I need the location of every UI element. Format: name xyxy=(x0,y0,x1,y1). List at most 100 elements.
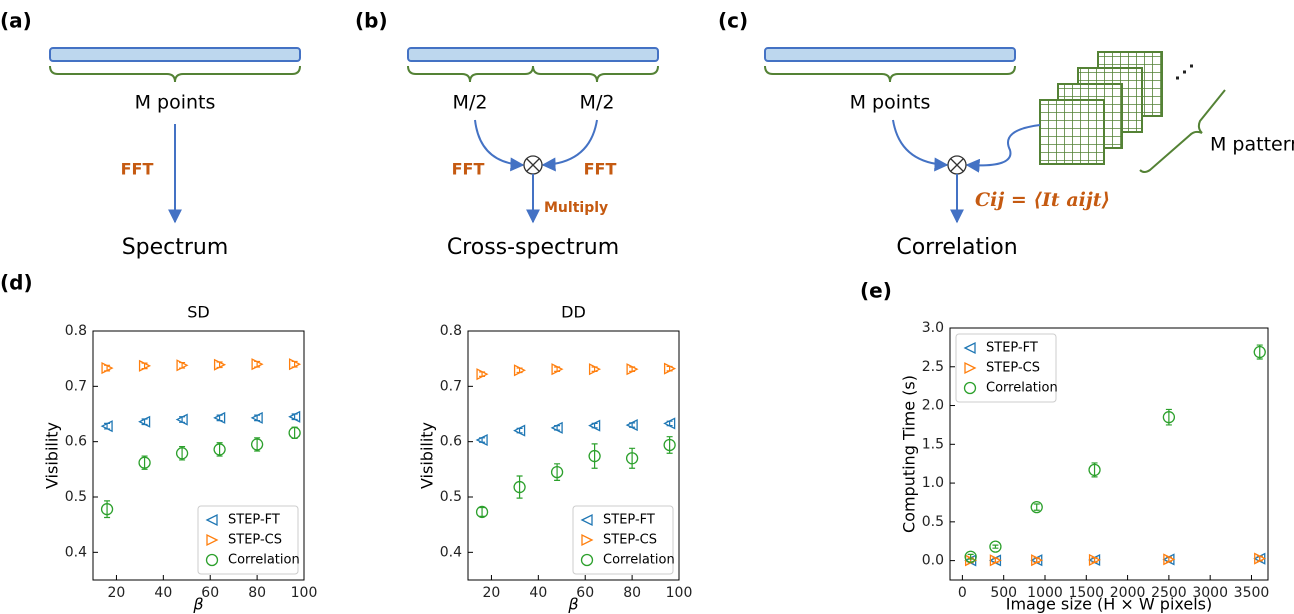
legend-label: STEP-CS xyxy=(603,533,657,548)
diagram-b: (b) M/2 M/2 FFT FFT Multiply Cross-spect… xyxy=(355,9,659,260)
marker xyxy=(288,358,302,371)
marker xyxy=(1031,554,1044,567)
marker xyxy=(175,447,189,460)
output-label: Correlation xyxy=(896,235,1017,260)
plot-frame xyxy=(92,330,305,581)
marker xyxy=(588,363,602,376)
marker xyxy=(175,413,188,426)
legend-marker xyxy=(580,553,594,567)
legend: STEP-FT STEP-CS Correlation xyxy=(955,333,1058,403)
marker xyxy=(100,503,114,516)
error-bar xyxy=(141,455,148,470)
error-bar xyxy=(1256,344,1263,360)
plot-frame xyxy=(949,327,1269,581)
panel-label: (d) xyxy=(0,271,33,295)
legend-label: STEP-FT xyxy=(986,341,1038,356)
legend-marker xyxy=(963,341,976,355)
marker xyxy=(588,449,601,463)
y-tick-label: 0.4 xyxy=(65,544,87,560)
y-axis-label: Visibility xyxy=(43,422,62,489)
error-bar xyxy=(1091,462,1098,478)
error-bar xyxy=(1033,503,1040,511)
x-tick-label: 0 xyxy=(958,585,967,601)
x-axis-label: β xyxy=(192,595,203,614)
transform-label: FFT xyxy=(121,160,154,179)
ellipsis xyxy=(1176,64,1193,80)
marker xyxy=(625,452,639,465)
arrow xyxy=(892,119,949,172)
legend-marker xyxy=(206,533,219,547)
y-tick-label: 0.8 xyxy=(65,323,87,339)
panel-label: (a) xyxy=(0,9,32,33)
marker xyxy=(476,368,489,381)
y-tick-label: 0.5 xyxy=(440,489,462,505)
marker xyxy=(251,358,264,371)
marker xyxy=(138,359,152,372)
marker xyxy=(625,419,638,432)
marker xyxy=(989,554,1002,567)
marker xyxy=(663,417,676,430)
legend: STEP-FT STEP-CS Correlation xyxy=(572,505,675,575)
marker xyxy=(138,415,151,428)
marker xyxy=(213,358,227,371)
input-label: M/2 xyxy=(580,92,615,114)
y-tick-label: 1.5 xyxy=(922,436,944,452)
panel-label: (b) xyxy=(355,9,388,33)
y-tick-label: 1.0 xyxy=(922,475,944,491)
x-tick-label: 60 xyxy=(576,585,594,601)
arrow xyxy=(965,124,1041,173)
chart-title: DD xyxy=(561,303,586,322)
y-axis-label: Visibility xyxy=(418,422,437,489)
error-bar xyxy=(516,475,523,499)
brace xyxy=(49,65,301,83)
diagram-a: (a) M points FFT Spectrum xyxy=(0,9,301,260)
marker xyxy=(101,362,114,375)
formula: Cij = ⟨It aijt⟩ xyxy=(975,189,1110,211)
legend-box xyxy=(572,505,674,575)
signal-bar xyxy=(764,47,1016,62)
panel-label: (c) xyxy=(718,9,748,33)
legend: STEP-FT STEP-CS Correlation xyxy=(197,505,300,575)
x-tick-label: 40 xyxy=(154,585,172,601)
marker xyxy=(1088,553,1102,566)
marker xyxy=(588,419,601,432)
x-tick-label: 80 xyxy=(248,585,266,601)
input-label: M/2 xyxy=(453,92,488,114)
legend-marker xyxy=(580,513,593,527)
y-tick-label: 0.4 xyxy=(440,544,462,560)
multiply-symbol xyxy=(950,158,964,172)
brace xyxy=(1139,89,1226,173)
y-tick-label: 0.6 xyxy=(440,434,462,450)
marker xyxy=(1030,500,1043,514)
legend-box xyxy=(197,505,299,575)
panel-label: (e) xyxy=(860,279,892,303)
error-bar xyxy=(479,506,486,517)
signal-bar xyxy=(49,47,301,62)
x-tick-label: 3500 xyxy=(1234,585,1270,601)
error-bar xyxy=(992,544,999,549)
marker xyxy=(964,550,977,563)
error-bar xyxy=(254,437,261,452)
legend-marker xyxy=(964,361,977,375)
legend-marker xyxy=(205,553,219,567)
marker xyxy=(213,411,226,424)
error-bar xyxy=(179,446,186,461)
y-tick-label: 2.0 xyxy=(922,398,944,414)
x-tick-label: 1000 xyxy=(1027,585,1063,601)
x-tick-label: 2000 xyxy=(1110,585,1146,601)
y-tick-label: 0.7 xyxy=(65,378,87,394)
y-tick-label: 2.5 xyxy=(922,359,944,375)
y-tick-label: 0.0 xyxy=(922,553,944,569)
y-tick-label: 0.6 xyxy=(65,434,87,450)
y-tick-label: 0.7 xyxy=(440,378,462,394)
y-tick-label: 3.0 xyxy=(922,320,944,336)
x-axis-label: Image size (H × W pixels) xyxy=(1006,595,1213,614)
diagram-c: (c) M points M patterns Cij = ⟨It aijt⟩ … xyxy=(718,9,1294,261)
x-tick-label: 3000 xyxy=(1192,585,1228,601)
marker xyxy=(138,456,151,469)
input-label: M points xyxy=(850,92,931,114)
output-label: Cross-spectrum xyxy=(447,235,619,260)
plot-frame xyxy=(467,330,680,581)
x-axis-label: β xyxy=(567,595,578,614)
x-tick-label: 1500 xyxy=(1068,585,1104,601)
